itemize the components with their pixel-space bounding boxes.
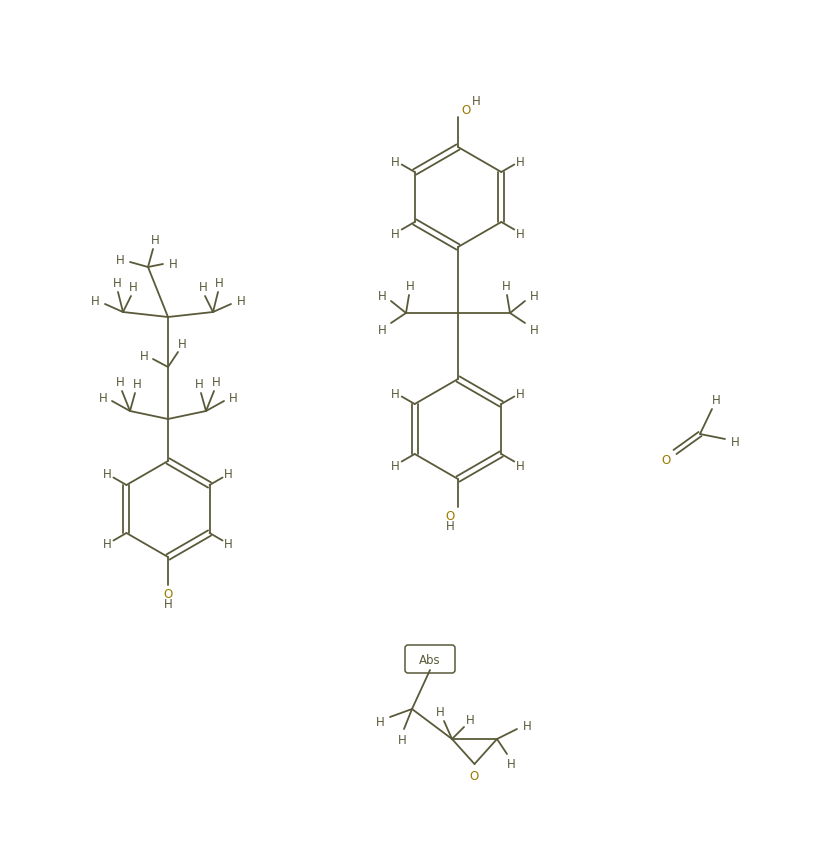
- Text: H: H: [398, 733, 407, 746]
- Text: H: H: [378, 289, 386, 302]
- Text: H: H: [198, 280, 207, 293]
- Text: H: H: [194, 377, 203, 390]
- Text: H: H: [140, 349, 148, 362]
- Text: H: H: [435, 705, 444, 718]
- Text: H: H: [516, 155, 525, 169]
- Text: H: H: [516, 459, 525, 472]
- Text: H: H: [224, 468, 233, 481]
- Text: O: O: [164, 587, 173, 600]
- Text: H: H: [516, 227, 525, 240]
- Text: H: H: [530, 289, 538, 302]
- Text: H: H: [445, 520, 454, 532]
- Text: H: H: [115, 375, 124, 388]
- Text: H: H: [391, 459, 400, 472]
- Text: H: H: [391, 155, 400, 169]
- Text: H: H: [237, 294, 245, 307]
- Text: H: H: [712, 394, 720, 407]
- Text: H: H: [128, 280, 137, 293]
- Text: H: H: [99, 391, 107, 404]
- Text: H: H: [378, 323, 386, 336]
- Text: H: H: [516, 387, 525, 400]
- Text: O: O: [445, 509, 454, 523]
- Text: H: H: [178, 337, 186, 350]
- Text: H: H: [212, 375, 221, 388]
- Text: H: H: [169, 257, 178, 270]
- Text: O: O: [470, 769, 479, 783]
- Text: H: H: [224, 538, 233, 551]
- Text: H: H: [530, 323, 538, 336]
- Text: H: H: [151, 233, 160, 246]
- Text: H: H: [406, 279, 414, 292]
- Text: H: H: [507, 757, 515, 769]
- Text: H: H: [731, 435, 739, 448]
- Text: H: H: [115, 253, 124, 266]
- Text: O: O: [462, 103, 471, 117]
- Text: H: H: [103, 538, 112, 551]
- Text: H: H: [103, 468, 112, 481]
- Text: H: H: [133, 377, 142, 390]
- Text: H: H: [502, 279, 510, 292]
- Text: H: H: [391, 227, 400, 240]
- Text: O: O: [662, 453, 671, 466]
- Text: H: H: [229, 391, 237, 404]
- FancyBboxPatch shape: [405, 645, 455, 673]
- Text: H: H: [391, 387, 400, 400]
- Text: H: H: [523, 718, 532, 732]
- Text: H: H: [164, 598, 172, 611]
- Text: H: H: [466, 712, 474, 726]
- Text: Abs: Abs: [419, 653, 441, 665]
- Text: H: H: [91, 294, 100, 307]
- Text: H: H: [215, 276, 223, 289]
- Text: H: H: [472, 95, 481, 107]
- Text: H: H: [375, 715, 384, 728]
- Text: H: H: [113, 276, 121, 289]
